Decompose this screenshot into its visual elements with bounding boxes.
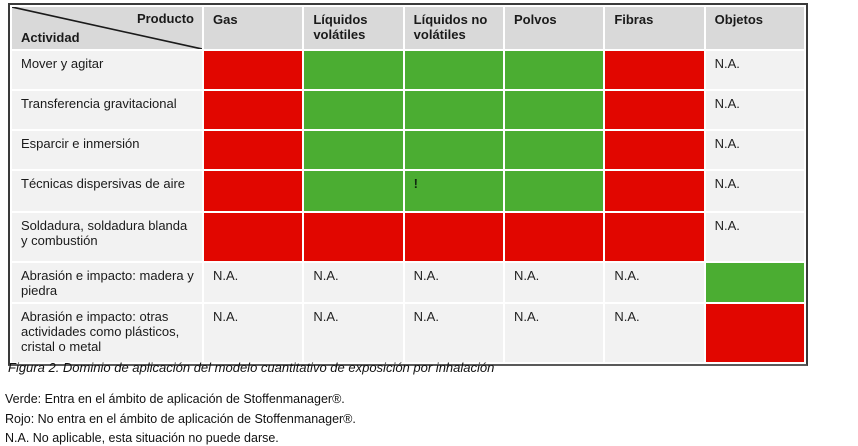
- not-applicable-cell: N.A.: [504, 304, 604, 362]
- column-header-fibras: Fibras: [605, 7, 704, 49]
- not-applicable-cell: N.A.: [705, 51, 804, 89]
- not-applicable-cell: N.A.: [404, 263, 503, 302]
- column-header-gas: Gas: [204, 7, 303, 49]
- table-row: Esparcir e inmersión N.A.: [12, 131, 804, 169]
- not-applicable-cell: N.A.: [705, 213, 804, 261]
- table-row: Transferencia gravitacional N.A.: [12, 91, 804, 129]
- corner-header-cell: Producto Actividad: [12, 7, 202, 49]
- in-scope-cell: [504, 171, 604, 211]
- header-row: Producto Actividad Gas Líquidos volátile…: [12, 7, 804, 49]
- not-applicable-cell: N.A.: [605, 263, 704, 302]
- in-scope-cell: [304, 171, 403, 211]
- in-scope-cell: [504, 131, 604, 169]
- column-axis-label: Producto: [136, 11, 194, 26]
- column-header-objetos: Objetos: [705, 7, 804, 49]
- out-of-scope-cell: [404, 213, 503, 261]
- out-of-scope-cell: [504, 213, 604, 261]
- not-applicable-cell: N.A.: [705, 131, 804, 169]
- application-domain-table: Producto Actividad Gas Líquidos volátile…: [8, 3, 808, 366]
- out-of-scope-cell: [204, 91, 303, 129]
- figure-caption: Figura 2. Dominio de aplicación del mode…: [8, 360, 495, 375]
- in-scope-cell: [304, 51, 403, 89]
- out-of-scope-cell: [204, 51, 303, 89]
- table-body: Mover y agitar N.A. Transferencia gravitac…: [12, 51, 804, 362]
- out-of-scope-cell: [304, 213, 403, 261]
- in-scope-cell: !: [404, 171, 503, 211]
- out-of-scope-cell: [204, 171, 303, 211]
- out-of-scope-cell: [605, 171, 704, 211]
- in-scope-cell: [404, 91, 503, 129]
- legend-line-verde: Verde: Entra en el ámbito de aplicación …: [5, 392, 345, 406]
- not-applicable-cell: N.A.: [705, 171, 804, 211]
- not-applicable-cell: N.A.: [605, 304, 704, 362]
- in-scope-cell: [304, 91, 403, 129]
- table-row: Técnicas dispersivas de aire! N.A.: [12, 171, 804, 211]
- activity-label: Abrasión e impacto: madera y piedra: [12, 263, 202, 302]
- out-of-scope-cell: [605, 51, 704, 89]
- table-row: Abrasión e impacto: otras actividades co…: [12, 304, 804, 362]
- legend: Verde: Entra en el ámbito de aplicación …: [5, 390, 356, 446]
- out-of-scope-cell: [605, 91, 704, 129]
- not-applicable-cell: N.A.: [204, 304, 303, 362]
- row-axis-label: Actividad: [21, 30, 80, 45]
- activity-label: Soldadura, soldadura blanda y combustión: [12, 213, 202, 261]
- not-applicable-cell: N.A.: [204, 263, 303, 302]
- legend-line-rojo: Rojo: No entra en el ámbito de aplicació…: [5, 411, 356, 426]
- legend-line-na: N.A. No aplicable, esta situación no pue…: [5, 431, 279, 445]
- out-of-scope-cell: [605, 131, 704, 169]
- in-scope-cell: [705, 263, 804, 302]
- column-header-liquidos-no-volatiles: Líquidos no volátiles: [404, 7, 503, 49]
- activity-label: Mover y agitar: [12, 51, 202, 89]
- activity-label: Esparcir e inmersión: [12, 131, 202, 169]
- in-scope-cell: [504, 51, 604, 89]
- column-header-liquidos-volatiles: Líquidos volátiles: [304, 7, 403, 49]
- table-row: Soldadura, soldadura blanda y combustión…: [12, 213, 804, 261]
- out-of-scope-cell: [204, 213, 303, 261]
- not-applicable-cell: N.A.: [304, 263, 403, 302]
- diagonal-divider: [12, 7, 202, 49]
- not-applicable-cell: N.A.: [504, 263, 604, 302]
- in-scope-cell: [404, 131, 503, 169]
- table-row: Mover y agitar N.A.: [12, 51, 804, 89]
- activity-label: Técnicas dispersivas de aire: [12, 171, 202, 211]
- out-of-scope-cell: [204, 131, 303, 169]
- table-row: Abrasión e impacto: madera y piedra N.A. N…: [12, 263, 804, 302]
- not-applicable-cell: N.A.: [304, 304, 403, 362]
- out-of-scope-cell: [605, 213, 704, 261]
- in-scope-cell: [504, 91, 604, 129]
- not-applicable-cell: N.A.: [705, 91, 804, 129]
- not-applicable-cell: N.A.: [404, 304, 503, 362]
- activity-label: Abrasión e impacto: otras actividades co…: [12, 304, 202, 362]
- out-of-scope-cell: [705, 304, 804, 362]
- column-header-polvos: Polvos: [504, 7, 604, 49]
- in-scope-cell: [404, 51, 503, 89]
- in-scope-cell: [304, 131, 403, 169]
- activity-label: Transferencia gravitacional: [12, 91, 202, 129]
